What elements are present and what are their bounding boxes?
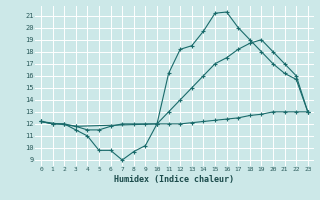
- X-axis label: Humidex (Indice chaleur): Humidex (Indice chaleur): [115, 175, 235, 184]
